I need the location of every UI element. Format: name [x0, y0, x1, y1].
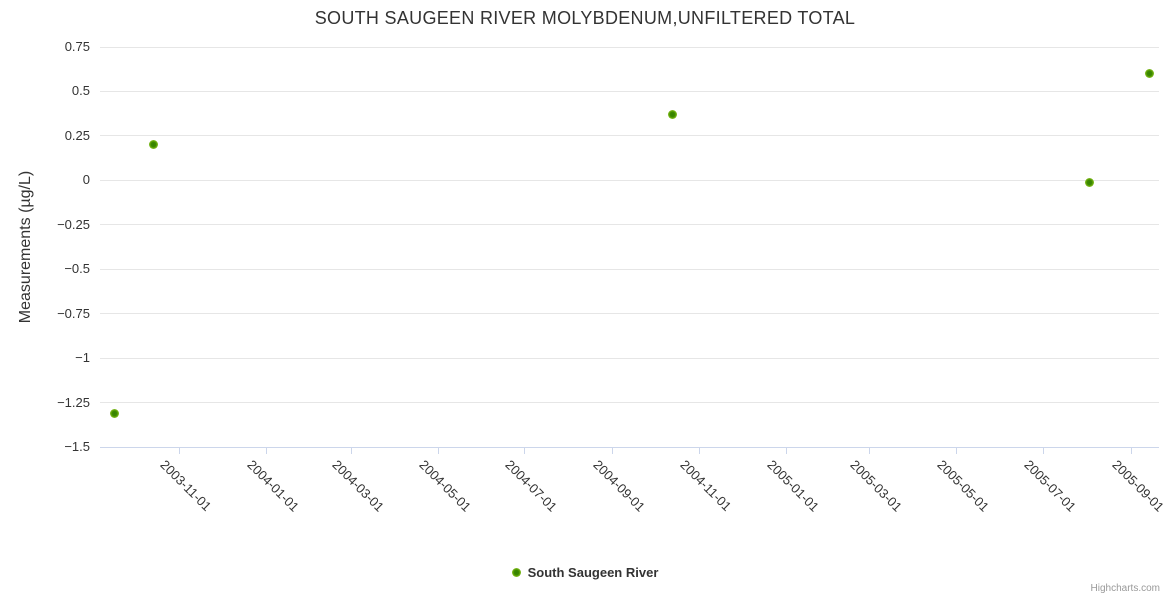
x-axis-tick: [699, 447, 701, 454]
y-axis-label: −1.5: [64, 439, 90, 454]
x-axis-label: 2004-11-01: [677, 457, 735, 514]
x-axis-tick: [351, 447, 353, 454]
y-gridline: [100, 402, 1159, 404]
y-gridline: [100, 46, 1159, 48]
x-axis-label: 2004-05-01: [416, 457, 474, 515]
highcharts-credits-link[interactable]: Highcharts.com: [1090, 583, 1160, 594]
x-axis-tick: [612, 447, 614, 454]
y-gridline: [100, 90, 1159, 92]
data-point[interactable]: [109, 408, 119, 418]
y-axis-label: −0.75: [57, 305, 90, 321]
x-axis-tick: [437, 447, 439, 454]
data-point[interactable]: [1084, 177, 1094, 187]
y-gridline: [100, 135, 1159, 137]
y-axis-title: Measurements (µg/L): [17, 170, 35, 324]
x-axis-label: 2004-03-01: [329, 457, 388, 515]
x-axis-label: 2005-09-01: [1108, 457, 1167, 515]
y-gridline: [100, 313, 1159, 315]
x-axis-label: 2004-07-01: [502, 457, 561, 515]
legend-item[interactable]: South Saugeen River: [0, 563, 1170, 581]
data-point[interactable]: [1144, 69, 1154, 79]
x-axis-label: 2005-05-01: [934, 457, 993, 515]
x-axis-tick: [266, 447, 268, 454]
x-axis-label: 2004-01-01: [244, 457, 303, 515]
x-axis-label: 2004-09-01: [590, 457, 649, 515]
y-axis-label: −1.25: [57, 394, 90, 410]
x-axis-tick: [1042, 447, 1044, 454]
x-axis-tick: [179, 447, 181, 454]
chart-title: SOUTH SAUGEEN RIVER MOLYBDENUM,UNFILTERE…: [314, 8, 856, 28]
y-gridline: [100, 268, 1159, 270]
data-point[interactable]: [667, 110, 677, 120]
x-axis-tick: [1130, 447, 1132, 454]
y-axis-title-container: Measurements (µg/L): [15, 47, 37, 447]
y-axis-label: 0: [82, 172, 90, 188]
y-gridline: [100, 357, 1159, 359]
x-axis-tick: [869, 447, 871, 454]
y-axis-label: 0.25: [64, 127, 90, 143]
y-axis-label: −1: [75, 350, 90, 366]
y-axis-label: −0.25: [57, 216, 90, 232]
data-point[interactable]: [149, 140, 159, 150]
x-axis-tick: [785, 447, 787, 454]
x-axis-label: 2005-01-01: [764, 457, 822, 515]
y-axis-label: 0.75: [64, 39, 90, 54]
x-axis-label: 2003-11-01: [157, 457, 215, 514]
x-axis-tick: [956, 447, 957, 454]
y-axis-label: 0.5: [71, 83, 90, 99]
x-axis-tick: [524, 447, 526, 454]
plot-area: [100, 46, 1159, 454]
y-axis-label: −0.5: [64, 261, 90, 277]
legend-label: South Saugeen River: [527, 564, 659, 580]
y-gridline: [100, 446, 1159, 448]
x-axis-label: 2005-03-01: [847, 457, 906, 515]
legend-marker-icon: [511, 567, 521, 577]
y-gridline: [100, 179, 1159, 181]
x-axis-label: 2005-07-01: [1020, 457, 1079, 515]
y-gridline: [100, 224, 1159, 226]
